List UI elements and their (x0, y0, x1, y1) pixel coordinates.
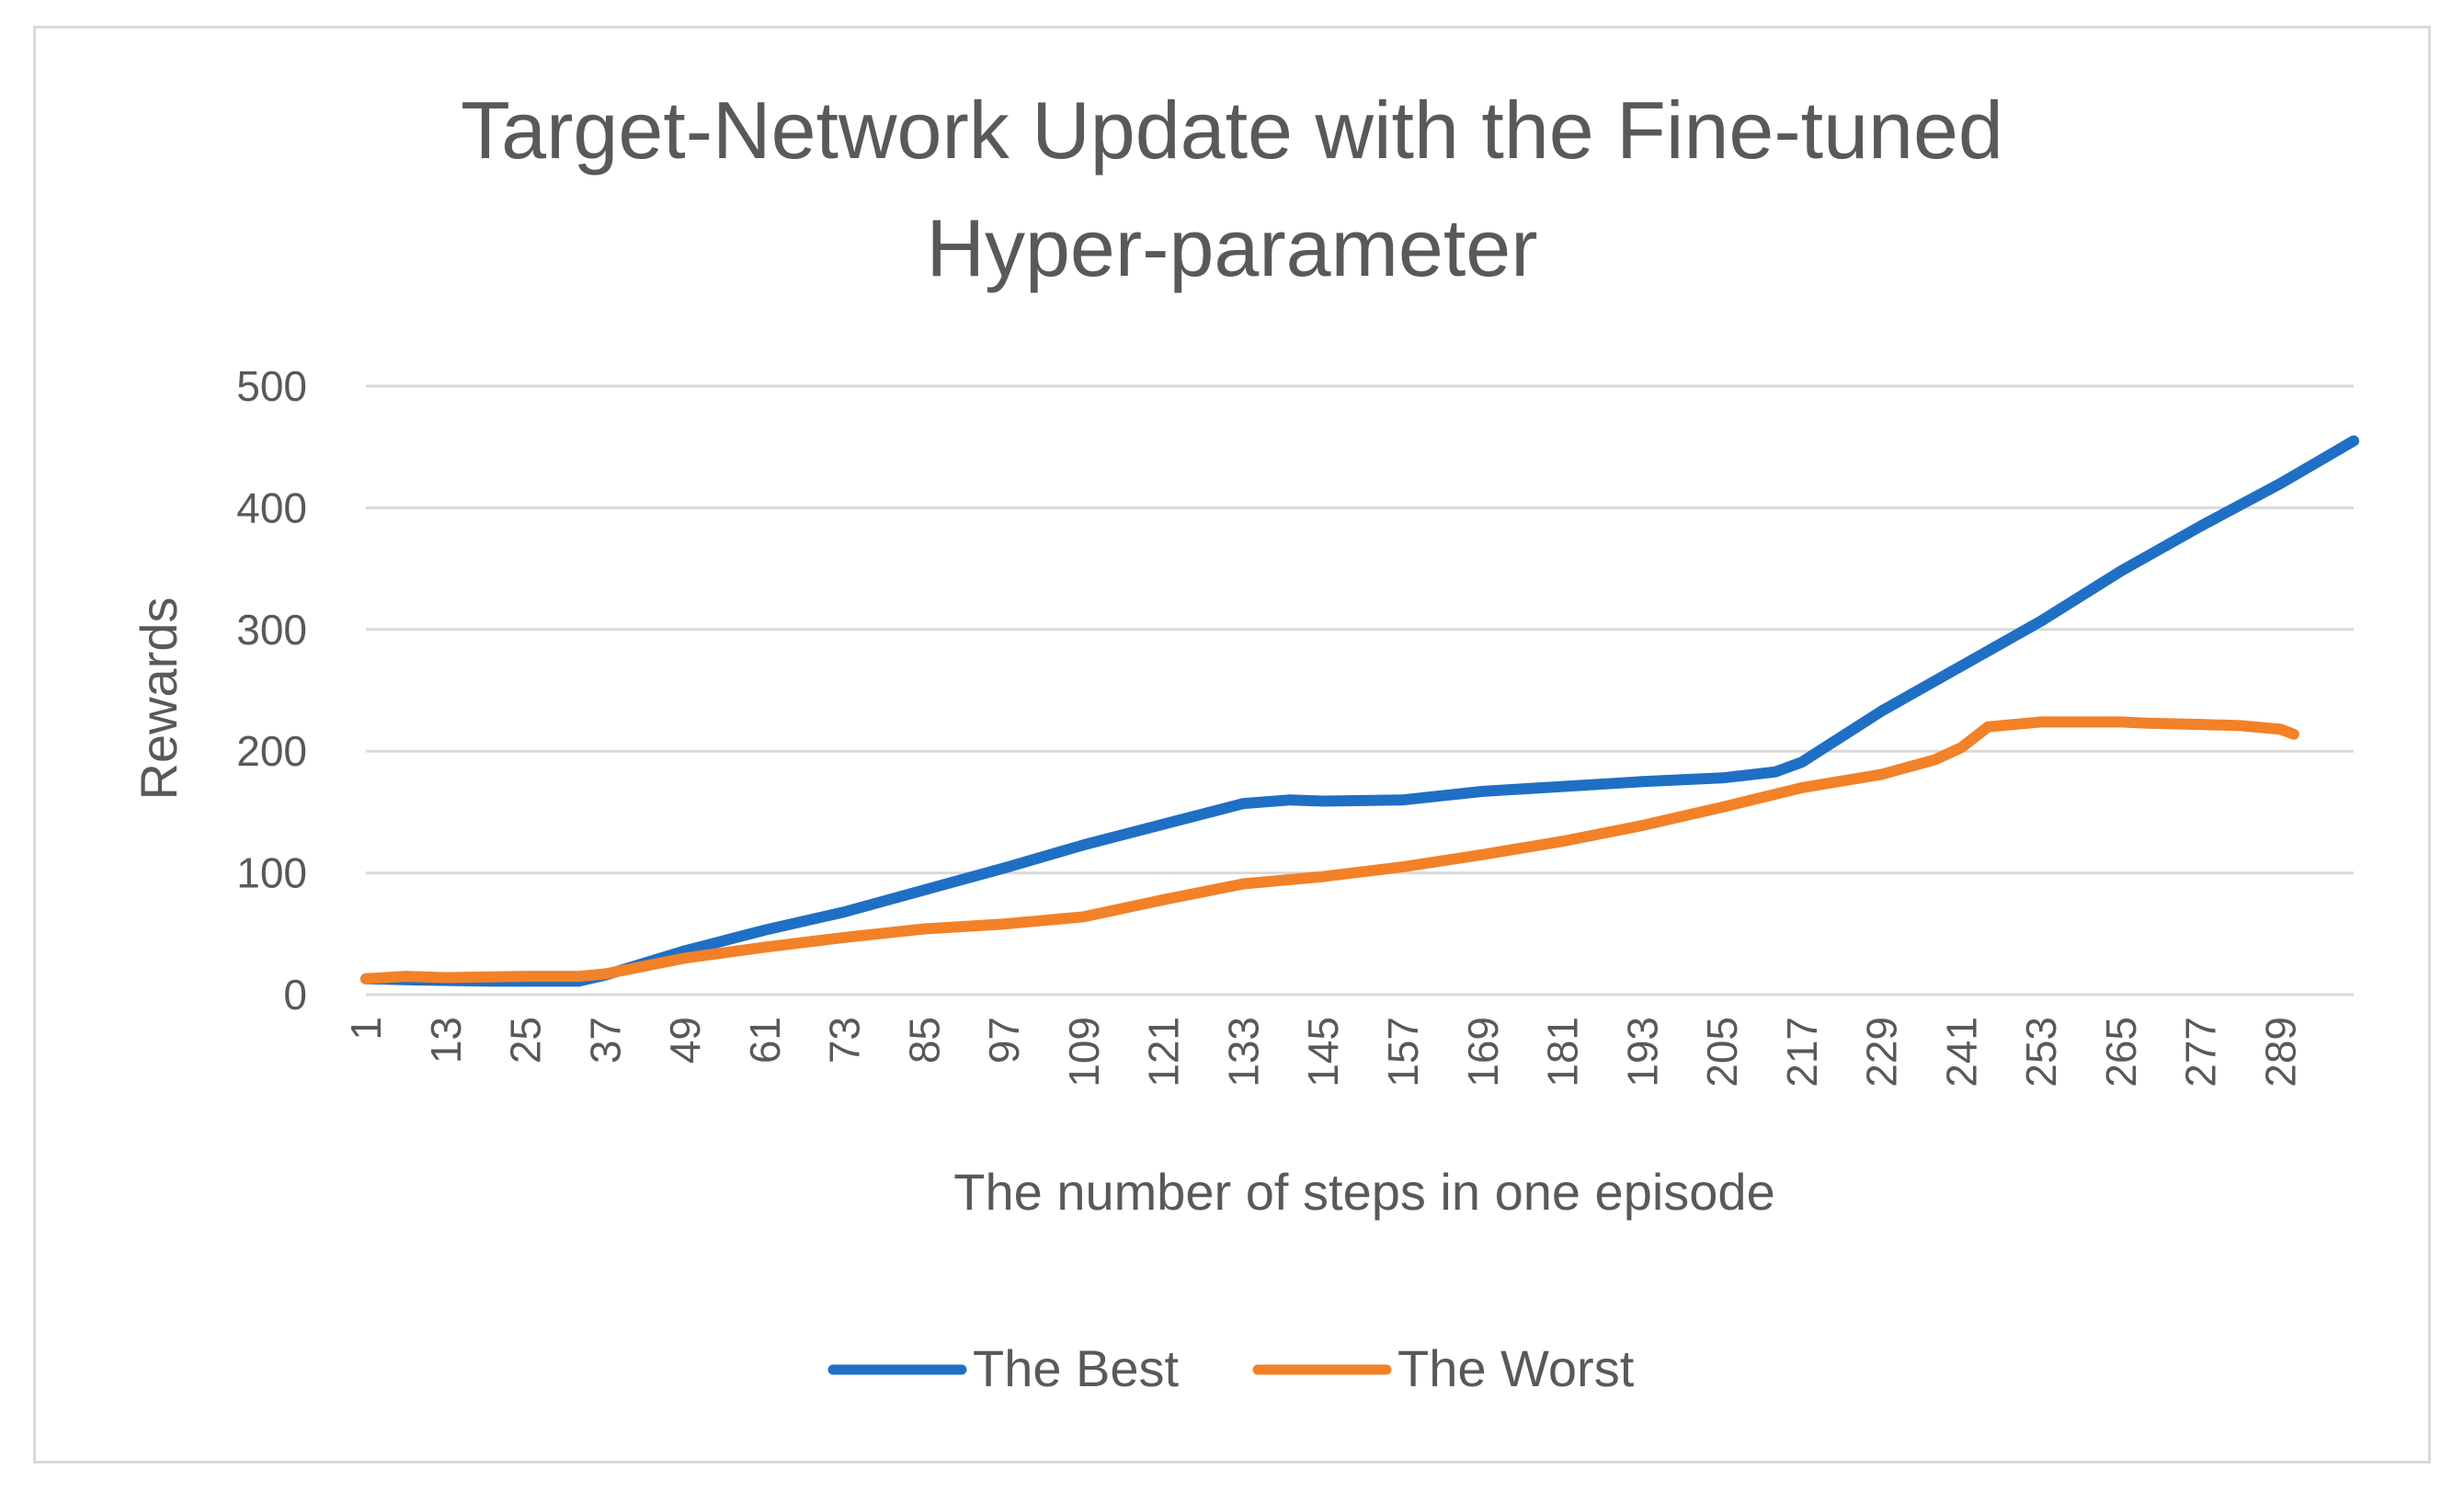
x-tick-label: 109 (1060, 1017, 1108, 1087)
y-axis-title: Rewards (130, 598, 188, 801)
legend-label-best: The Best (973, 1339, 1180, 1397)
y-tick-label: 100 (236, 849, 307, 897)
y-tick-labels: 0 100 200 300 400 500 (236, 362, 307, 1019)
x-tick-label: 13 (422, 1017, 470, 1064)
x-tick-label: 133 (1219, 1017, 1267, 1087)
legend-label-worst: The Worst (1397, 1339, 1635, 1397)
y-tick-label: 400 (236, 484, 307, 531)
x-tick-label: 157 (1379, 1017, 1427, 1087)
x-tick-label: 169 (1459, 1017, 1507, 1087)
x-tick-label: 217 (1778, 1017, 1826, 1087)
series-line-the-best (360, 435, 2359, 987)
series-line-the-worst (360, 716, 2299, 985)
series-lines (360, 435, 2359, 987)
chart-title-line-1: Target-Network Update with the Fine-tune… (461, 85, 2003, 176)
x-tick-label: 193 (1618, 1017, 1666, 1087)
x-tick-label: 241 (1937, 1017, 1985, 1087)
legend: The Best The Worst (827, 1339, 1635, 1397)
y-tick-label: 300 (236, 606, 307, 654)
x-tick-label: 181 (1539, 1017, 1587, 1087)
x-tick-label: 145 (1299, 1017, 1347, 1087)
x-tick-label: 121 (1140, 1017, 1188, 1087)
y-tick-label: 0 (283, 971, 307, 1019)
x-tick-label: 85 (900, 1017, 948, 1064)
x-tick-label: 37 (581, 1017, 629, 1064)
x-axis-title: The number of steps in one episode (953, 1163, 1774, 1221)
x-tick-label: 289 (2256, 1017, 2304, 1087)
x-tick-label: 1 (342, 1017, 390, 1041)
chart-title-line-2: Hyper-parameter (926, 202, 1537, 293)
x-tick-label: 49 (661, 1017, 709, 1064)
x-tick-label: 265 (2097, 1017, 2145, 1087)
x-tick-label: 73 (821, 1017, 869, 1064)
x-tick-label: 205 (1698, 1017, 1746, 1087)
chart-frame (33, 26, 2431, 1463)
x-tick-labels: 1 13 25 37 49 61 73 85 97 109 121 133 145 157 169 181 19… (342, 1017, 2304, 1087)
x-tick-label: 229 (1858, 1017, 1906, 1087)
x-tick-label: 97 (980, 1017, 1028, 1064)
y-tick-label: 200 (236, 727, 307, 775)
x-tick-label: 253 (2017, 1017, 2065, 1087)
x-tick-label: 277 (2177, 1017, 2225, 1087)
y-tick-label: 500 (236, 362, 307, 410)
y-gridlines (366, 384, 2354, 996)
x-tick-label: 61 (741, 1017, 789, 1064)
x-tick-label: 25 (502, 1017, 550, 1064)
